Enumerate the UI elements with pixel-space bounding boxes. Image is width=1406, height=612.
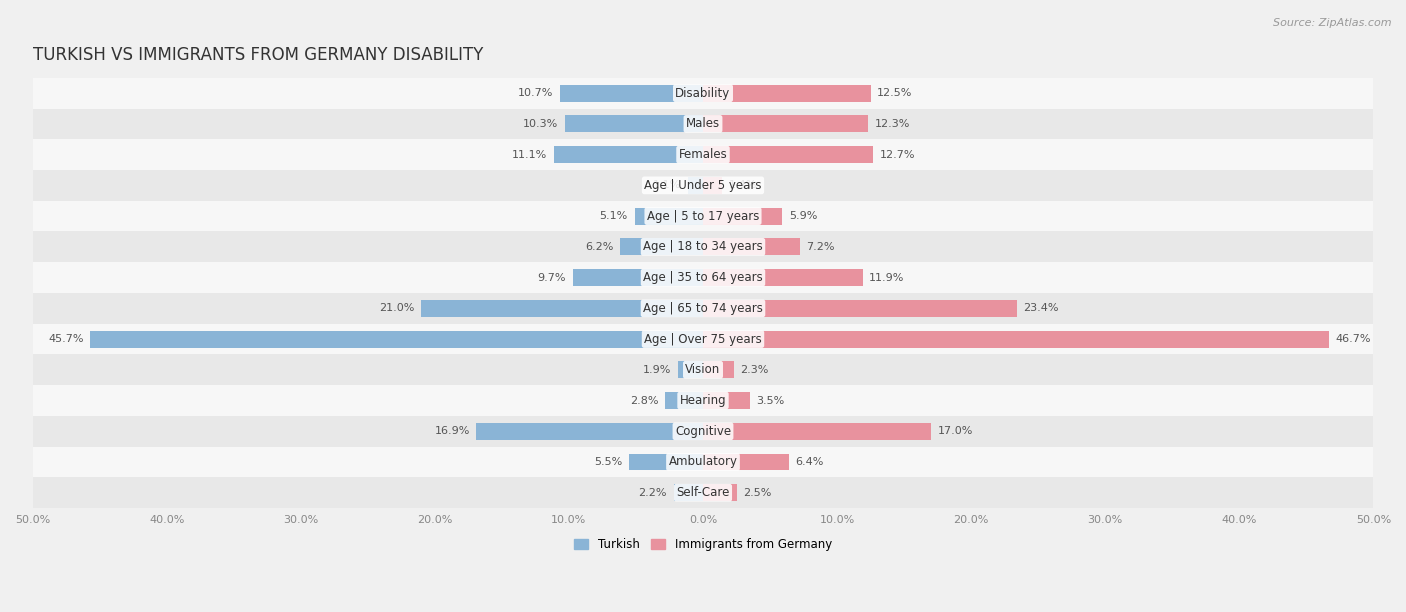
- Text: Source: ZipAtlas.com: Source: ZipAtlas.com: [1274, 18, 1392, 28]
- Text: Age | 5 to 17 years: Age | 5 to 17 years: [647, 210, 759, 223]
- Text: Vision: Vision: [685, 364, 721, 376]
- Bar: [703, 239, 800, 255]
- Bar: [703, 207, 782, 225]
- Text: Age | 18 to 34 years: Age | 18 to 34 years: [643, 241, 763, 253]
- Bar: [32, 477, 1374, 508]
- Text: 9.7%: 9.7%: [537, 272, 567, 283]
- Text: 2.8%: 2.8%: [630, 395, 659, 406]
- Bar: [703, 84, 870, 102]
- Bar: [678, 361, 703, 378]
- Text: 17.0%: 17.0%: [938, 427, 973, 436]
- Text: 1.4%: 1.4%: [728, 181, 756, 190]
- Text: 16.9%: 16.9%: [434, 427, 470, 436]
- Text: 45.7%: 45.7%: [48, 334, 83, 344]
- Bar: [32, 140, 1374, 170]
- Bar: [477, 423, 703, 439]
- Bar: [32, 78, 1374, 108]
- Bar: [665, 392, 703, 409]
- Text: Self-Care: Self-Care: [676, 486, 730, 499]
- Bar: [32, 293, 1374, 324]
- Bar: [703, 269, 862, 286]
- Text: 6.2%: 6.2%: [585, 242, 613, 252]
- Bar: [703, 330, 1329, 348]
- Text: 2.3%: 2.3%: [741, 365, 769, 375]
- Bar: [32, 201, 1374, 231]
- Bar: [32, 416, 1374, 447]
- Bar: [32, 354, 1374, 385]
- Text: 10.7%: 10.7%: [517, 88, 553, 98]
- Text: 5.5%: 5.5%: [595, 457, 623, 467]
- Legend: Turkish, Immigrants from Germany: Turkish, Immigrants from Germany: [569, 533, 837, 556]
- Bar: [565, 116, 703, 132]
- Bar: [32, 324, 1374, 354]
- Text: 46.7%: 46.7%: [1336, 334, 1371, 344]
- Text: TURKISH VS IMMIGRANTS FROM GERMANY DISABILITY: TURKISH VS IMMIGRANTS FROM GERMANY DISAB…: [32, 46, 484, 64]
- Bar: [32, 262, 1374, 293]
- Text: 6.4%: 6.4%: [796, 457, 824, 467]
- Bar: [630, 453, 703, 471]
- Text: 1.9%: 1.9%: [643, 365, 671, 375]
- Bar: [689, 177, 703, 194]
- Bar: [32, 385, 1374, 416]
- Bar: [32, 231, 1374, 262]
- Bar: [560, 84, 703, 102]
- Text: 23.4%: 23.4%: [1024, 304, 1059, 313]
- Text: 12.5%: 12.5%: [877, 88, 912, 98]
- Text: 2.5%: 2.5%: [744, 488, 772, 498]
- Text: 2.2%: 2.2%: [638, 488, 666, 498]
- Bar: [90, 330, 703, 348]
- Bar: [703, 116, 868, 132]
- Text: Cognitive: Cognitive: [675, 425, 731, 438]
- Bar: [32, 170, 1374, 201]
- Bar: [703, 177, 721, 194]
- Text: Males: Males: [686, 118, 720, 130]
- Bar: [703, 300, 1017, 317]
- Bar: [703, 361, 734, 378]
- Text: 5.9%: 5.9%: [789, 211, 817, 221]
- Text: 5.1%: 5.1%: [600, 211, 628, 221]
- Text: 1.1%: 1.1%: [654, 181, 682, 190]
- Text: Females: Females: [679, 148, 727, 161]
- Text: Hearing: Hearing: [679, 394, 727, 407]
- Bar: [620, 239, 703, 255]
- Text: Age | Under 5 years: Age | Under 5 years: [644, 179, 762, 192]
- Bar: [673, 484, 703, 501]
- Text: Disability: Disability: [675, 87, 731, 100]
- Text: 12.3%: 12.3%: [875, 119, 910, 129]
- Bar: [703, 453, 789, 471]
- Bar: [703, 423, 931, 439]
- Text: 3.5%: 3.5%: [756, 395, 785, 406]
- Bar: [703, 484, 737, 501]
- Bar: [32, 108, 1374, 140]
- Bar: [32, 447, 1374, 477]
- Text: Age | 35 to 64 years: Age | 35 to 64 years: [643, 271, 763, 284]
- Bar: [634, 207, 703, 225]
- Text: Ambulatory: Ambulatory: [668, 455, 738, 469]
- Text: 7.2%: 7.2%: [806, 242, 835, 252]
- Bar: [574, 269, 703, 286]
- Text: 10.3%: 10.3%: [523, 119, 558, 129]
- Bar: [703, 392, 749, 409]
- Bar: [703, 146, 873, 163]
- Bar: [422, 300, 703, 317]
- Text: 11.9%: 11.9%: [869, 272, 904, 283]
- Text: 12.7%: 12.7%: [880, 150, 915, 160]
- Text: Age | 65 to 74 years: Age | 65 to 74 years: [643, 302, 763, 315]
- Text: 11.1%: 11.1%: [512, 150, 547, 160]
- Text: 21.0%: 21.0%: [380, 304, 415, 313]
- Bar: [554, 146, 703, 163]
- Text: Age | Over 75 years: Age | Over 75 years: [644, 332, 762, 346]
